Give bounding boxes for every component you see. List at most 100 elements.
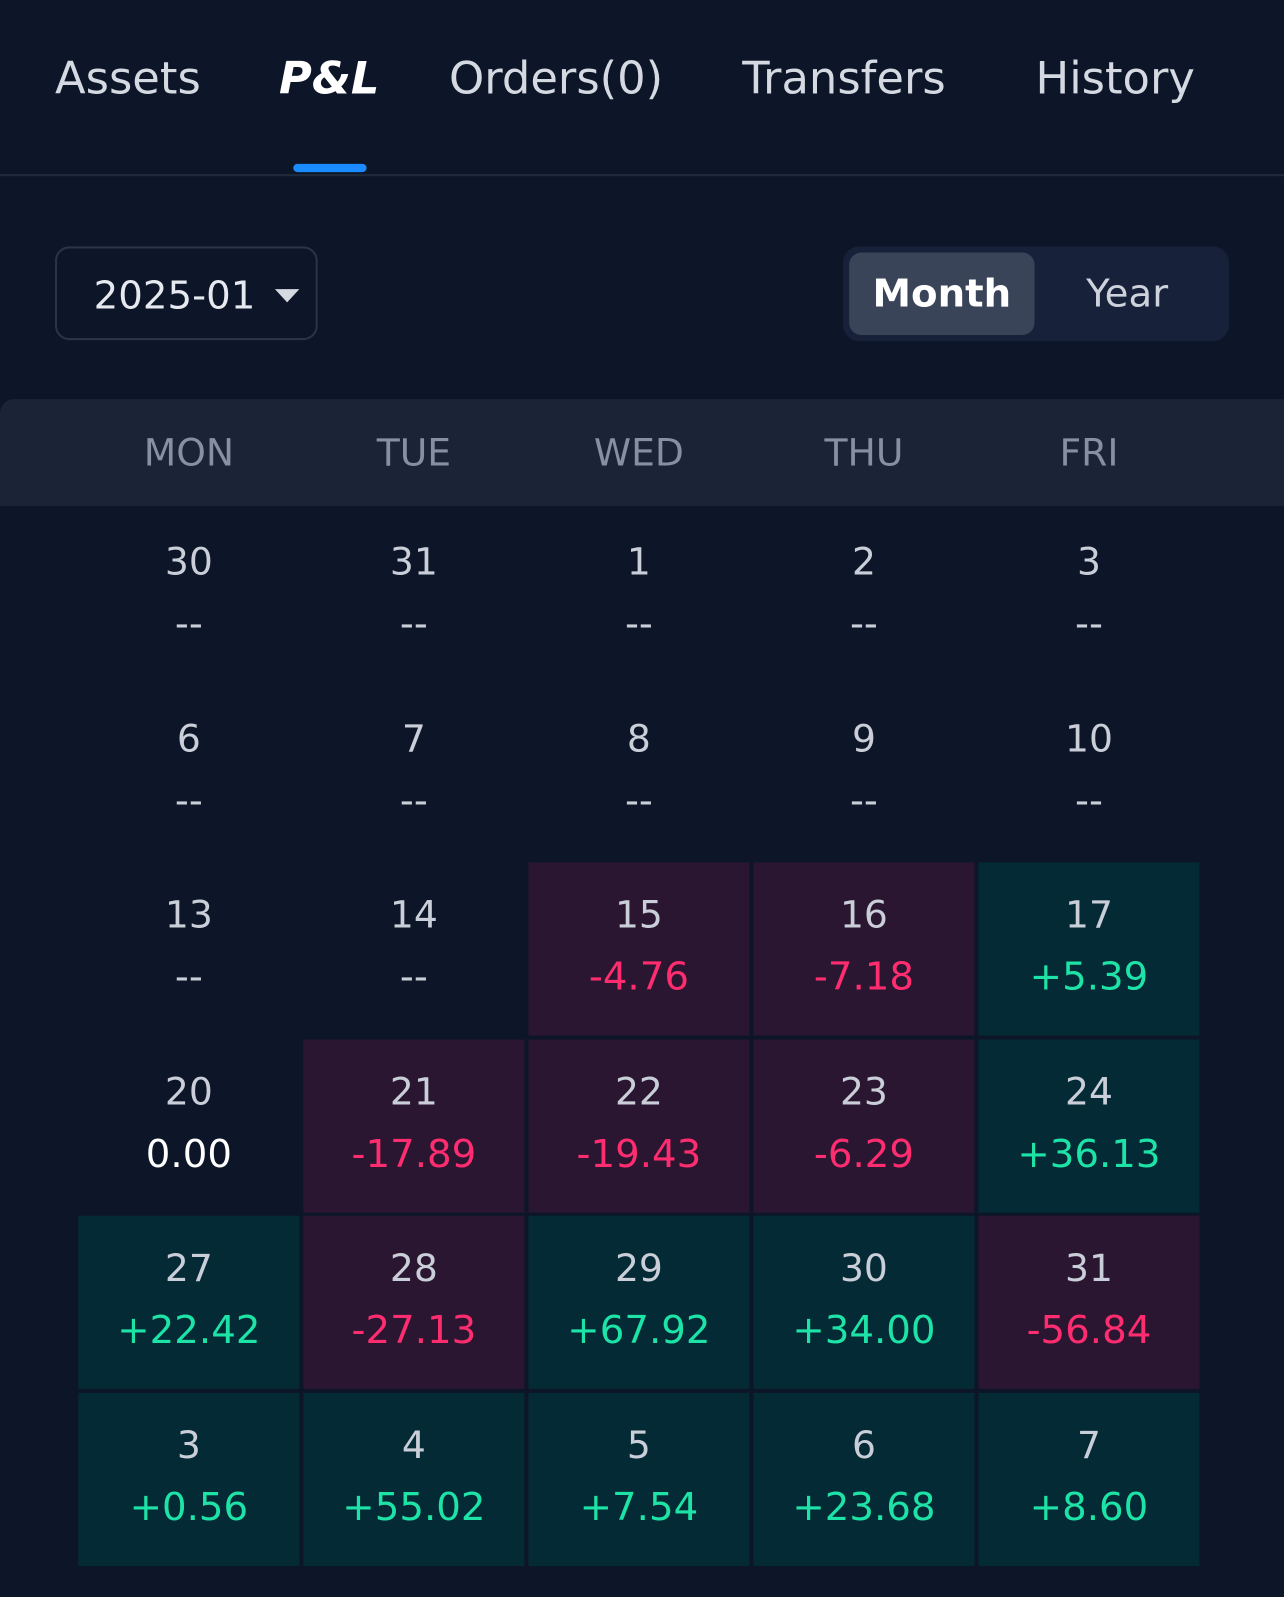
day-number: 3 (1076, 539, 1101, 584)
day-pnl: +22.42 (117, 1307, 261, 1353)
day-cell[interactable]: 3 +0.56 (78, 1392, 300, 1566)
day-number: 2 (851, 539, 876, 584)
day-cell[interactable]: 6 -- (78, 686, 299, 859)
weekday-label: FRI (1059, 430, 1119, 475)
selected-month: 2025-01 (93, 272, 256, 318)
day-number: 8 (626, 716, 651, 761)
day-cell[interactable]: 21 -17.89 (303, 1039, 525, 1213)
day-pnl: -- (624, 777, 653, 823)
weekday-label: TUE (376, 430, 452, 475)
day-pnl: -- (174, 954, 203, 999)
dropdown-caret (274, 289, 300, 303)
day-number: 23 (839, 1069, 888, 1114)
day-cell[interactable]: 14 -- (303, 862, 524, 1035)
day-cell[interactable]: 27 +22.42 (78, 1215, 300, 1389)
day-pnl: +36.13 (1017, 1130, 1161, 1176)
day-cell[interactable]: 28 -27.13 (303, 1215, 525, 1389)
day-pnl: -27.13 (351, 1307, 477, 1353)
day-number: 9 (851, 716, 876, 761)
day-pnl: +8.60 (1029, 1484, 1149, 1529)
day-cell[interactable]: 22 -19.43 (528, 1039, 750, 1213)
day-pnl: -56.84 (1026, 1307, 1152, 1353)
day-number: 13 (164, 892, 213, 937)
day-cell[interactable]: 7 +8.60 (978, 1392, 1200, 1566)
day-cell[interactable]: 20 0.00 (78, 1039, 299, 1212)
day-cell[interactable]: 1 -- (528, 509, 749, 682)
day-pnl: +67.92 (567, 1307, 711, 1353)
tab[interactable]: Transfers (742, 52, 946, 105)
day-cell[interactable]: 16 -7.18 (753, 862, 975, 1036)
day-number: 30 (164, 539, 213, 584)
day-cell[interactable]: 13 -- (78, 862, 299, 1035)
day-cell[interactable]: 9 -- (753, 686, 974, 859)
day-cell[interactable]: 4 +55.02 (303, 1392, 525, 1566)
tab-bar: Assets P&L Orders(0) Transfers History (0, 0, 1284, 177)
day-pnl: -6.29 (813, 1130, 914, 1176)
day-number: 15 (614, 892, 663, 937)
day-pnl: -- (399, 777, 428, 823)
weekday-label: MON (143, 430, 235, 475)
weekday-label: THU (824, 430, 904, 475)
day-cell[interactable]: 31 -56.84 (978, 1215, 1200, 1389)
day-pnl: -17.89 (351, 1130, 477, 1176)
day-pnl: -4.76 (588, 954, 689, 999)
day-pnl: 0.00 (145, 1130, 232, 1176)
active-tab-indicator (293, 163, 367, 173)
day-pnl: -- (849, 777, 878, 823)
day-number: 27 (164, 1246, 213, 1291)
day-pnl: -- (849, 600, 878, 646)
day-cell[interactable]: 8 -- (528, 686, 749, 859)
day-cell[interactable]: 10 -- (978, 686, 1199, 859)
day-pnl: +23.68 (792, 1484, 936, 1529)
day-cell[interactable]: 24 +36.13 (978, 1039, 1200, 1213)
day-cell[interactable]: 3 -- (978, 509, 1199, 682)
day-cell[interactable]: 23 -6.29 (753, 1039, 975, 1213)
day-pnl: -- (1074, 600, 1103, 646)
day-number: 16 (839, 892, 888, 937)
tab[interactable]: Orders(0) (449, 52, 664, 105)
tab[interactable]: P&L (278, 52, 380, 105)
tab[interactable]: Assets (54, 52, 201, 105)
day-pnl: -- (399, 954, 428, 999)
day-number: 7 (401, 716, 426, 761)
day-pnl: +34.00 (792, 1307, 936, 1353)
day-cell[interactable]: 17 +5.39 (978, 862, 1200, 1036)
day-pnl: +5.39 (1029, 954, 1149, 999)
day-cell[interactable]: 15 -4.76 (528, 862, 750, 1036)
day-number: 30 (839, 1246, 888, 1291)
day-cell[interactable]: 5 +7.54 (528, 1392, 750, 1566)
day-number: 24 (1064, 1069, 1113, 1114)
day-number: 1 (626, 539, 651, 584)
weekday-label: WED (593, 430, 684, 475)
day-number: 22 (614, 1069, 663, 1114)
day-number: 29 (614, 1246, 663, 1291)
weekday-header: MON TUE WED THU FRI (0, 399, 1284, 507)
day-cell[interactable]: 30 -- (78, 509, 299, 682)
toggle-option[interactable]: Year (1086, 270, 1169, 316)
day-pnl: -- (399, 600, 428, 646)
day-number: 3 (176, 1422, 201, 1467)
day-number: 28 (389, 1246, 438, 1291)
day-pnl: +7.54 (579, 1484, 699, 1529)
day-cell[interactable]: 31 -- (303, 509, 524, 682)
day-pnl: -7.18 (813, 954, 914, 999)
day-cell[interactable]: 29 +67.92 (528, 1215, 750, 1389)
day-number: 14 (389, 892, 438, 937)
day-number: 31 (389, 539, 438, 584)
toggle-option[interactable]: Month (849, 252, 1035, 335)
day-cell[interactable]: 7 -- (303, 686, 524, 859)
day-cell[interactable]: 6 +23.68 (753, 1392, 975, 1566)
day-cell[interactable]: 30 +34.00 (753, 1215, 975, 1389)
day-cell[interactable]: 2 -- (753, 509, 974, 682)
tab[interactable]: History (1035, 52, 1195, 105)
day-pnl: +55.02 (342, 1484, 486, 1529)
day-number: 17 (1064, 892, 1113, 937)
day-pnl: -19.43 (576, 1130, 702, 1176)
day-number: 31 (1064, 1246, 1113, 1291)
month-selector[interactable]: 2025-01 (54, 246, 318, 341)
period-toggle: Month Year (843, 246, 1229, 342)
day-pnl: -- (624, 600, 653, 646)
day-pnl: +0.56 (129, 1484, 249, 1529)
